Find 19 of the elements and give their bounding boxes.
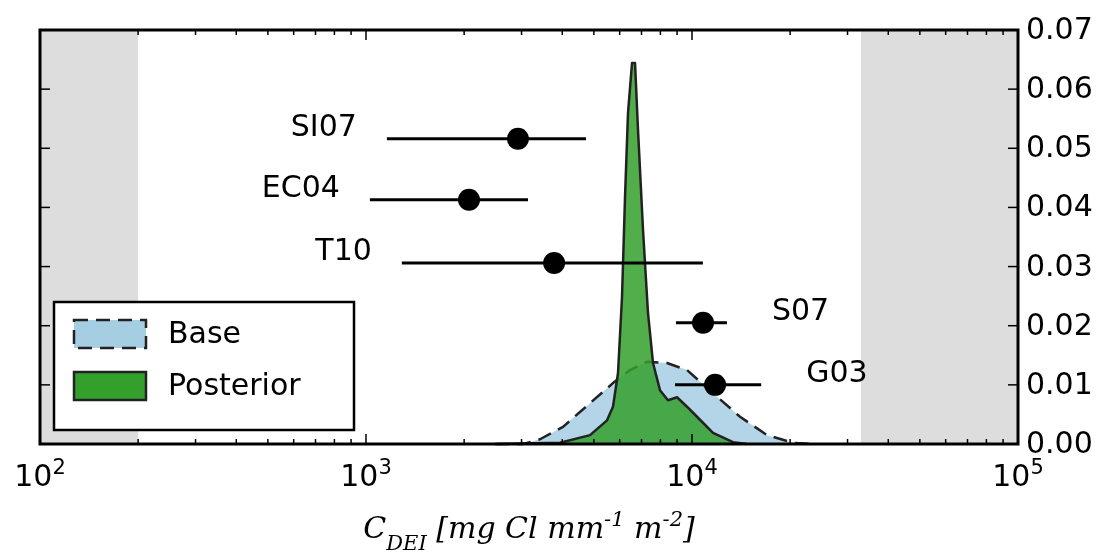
annotation: EC04 <box>261 168 340 204</box>
annotation: G03 <box>806 353 868 389</box>
legend-label: Posterior <box>168 366 302 402</box>
x-tick-label: 10$^{2}$ <box>14 455 66 493</box>
legend-label: Base <box>168 314 242 350</box>
y-tick-label: 0.02 <box>1026 306 1093 342</box>
annotation: SI07 <box>290 107 357 143</box>
x-axis-title: C$_{DEI}$ [mg Cl mm$^{-1}$ m$^{-2}$] <box>363 507 696 555</box>
y-tick-label: 0.05 <box>1026 128 1093 164</box>
y-tick-label: 0.01 <box>1026 365 1093 401</box>
annotation: T10 <box>314 231 372 267</box>
y-tick-label: 0.03 <box>1026 247 1093 283</box>
y-tick-label: 0.07 <box>1026 10 1093 46</box>
y-tick-label: 0.06 <box>1026 69 1093 105</box>
x-tick-label: 10$^{3}$ <box>340 455 392 493</box>
x-tick-label: 10$^{4}$ <box>666 455 718 493</box>
y-tick-label: 0.04 <box>1026 187 1093 223</box>
annotation: S07 <box>771 291 830 327</box>
x-tick-label: 10$^{5}$ <box>992 455 1044 493</box>
